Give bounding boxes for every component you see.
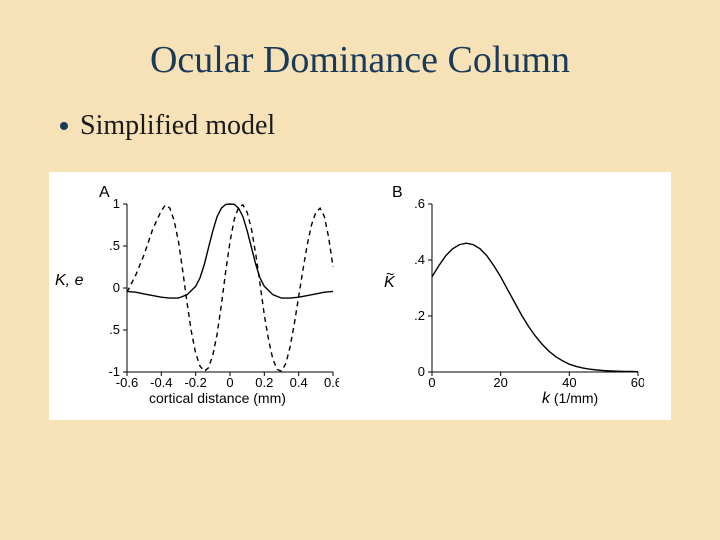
svg-text:40: 40 (562, 375, 576, 390)
panel-b-xlabel-k: k (542, 390, 550, 407)
panel-a-xlabel: cortical distance (mm) (149, 390, 286, 406)
svg-text:-0.2: -0.2 (184, 375, 206, 390)
panel-a-svg: -0.6-0.4-0.200.20.40.6-1-0.500.51 (109, 190, 339, 390)
svg-text:0.4: 0.4 (290, 375, 308, 390)
svg-text:-0.4: -0.4 (150, 375, 172, 390)
panel-a-ylabel: K, e (55, 272, 83, 290)
panel-b-svg: 0 20 40 60 0 0.2 0.4 0.6 (414, 190, 644, 390)
bullet-text: Simplified model (80, 110, 275, 142)
svg-text:1: 1 (113, 196, 120, 211)
bullet-dot-icon (60, 122, 68, 130)
chart-panel-a: A K, e -0.6-0.4-0.200.20.40.6-1-0.500.51… (109, 190, 339, 390)
figure-container: A K, e -0.6-0.4-0.200.20.40.6-1-0.500.51… (49, 172, 671, 420)
svg-text:0: 0 (428, 375, 435, 390)
svg-text:0: 0 (113, 280, 120, 295)
svg-text:0.2: 0.2 (255, 375, 273, 390)
panel-b-xlabel: k (1/mm) (542, 390, 598, 408)
svg-text:0: 0 (226, 375, 233, 390)
svg-text:60: 60 (631, 375, 644, 390)
svg-text:0.2: 0.2 (414, 308, 425, 323)
svg-text:0: 0 (418, 364, 425, 379)
bullet-item: Simplified model (60, 110, 680, 142)
panel-b-xlabel-unit: (1/mm) (554, 390, 598, 406)
svg-text:20: 20 (493, 375, 507, 390)
svg-text:0.4: 0.4 (414, 252, 425, 267)
svg-text:-0.5: -0.5 (109, 322, 120, 337)
svg-text:0.6: 0.6 (324, 375, 339, 390)
chart-panel-b: B ~ K 020406000.20.40.6 k (1/mm) (414, 190, 644, 390)
panel-b-ylabel: K (384, 274, 395, 292)
svg-text:-1: -1 (109, 364, 120, 379)
svg-text:0.6: 0.6 (414, 196, 425, 211)
slide-title: Ocular Dominance Column (40, 38, 680, 82)
svg-text:0.5: 0.5 (109, 238, 120, 253)
panel-a-label: A (99, 184, 110, 202)
panel-b-label: B (392, 184, 403, 202)
